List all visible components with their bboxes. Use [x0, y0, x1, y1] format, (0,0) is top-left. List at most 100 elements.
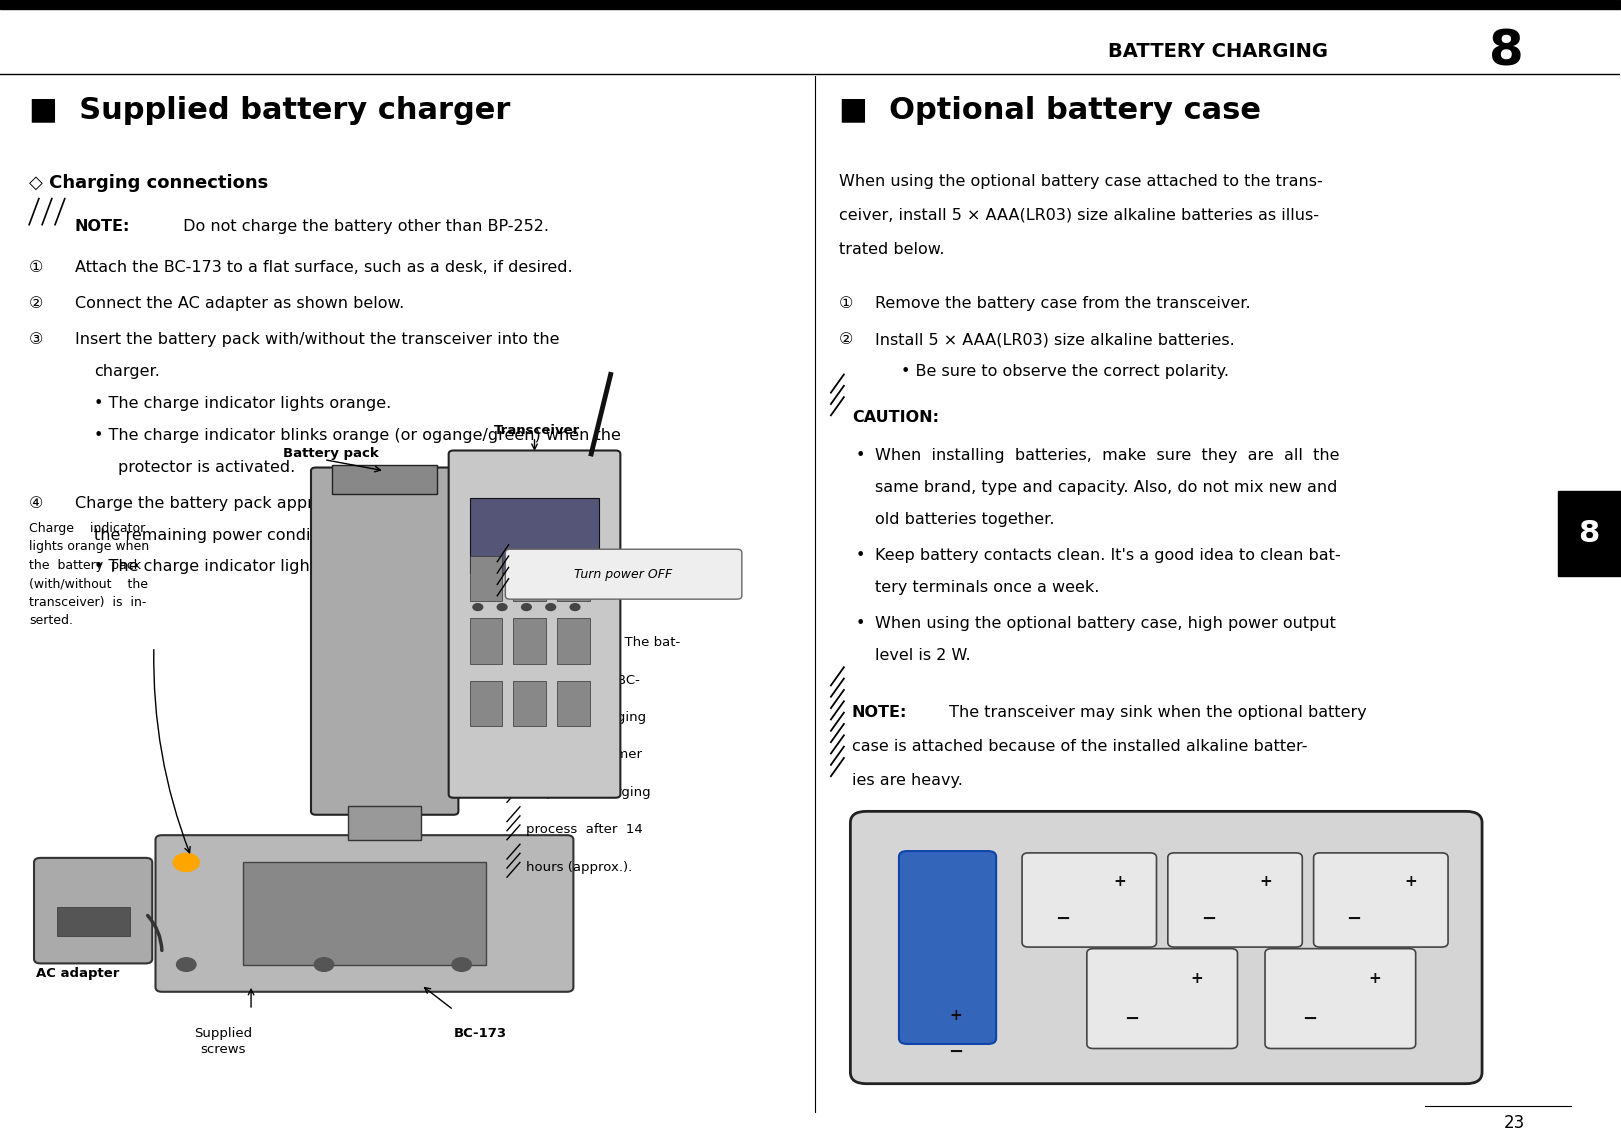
Bar	[558, 681, 590, 727]
FancyBboxPatch shape	[1313, 853, 1448, 947]
Text: Turn power OFF: Turn power OFF	[574, 567, 673, 581]
Text: ◇ Charging connections: ◇ Charging connections	[29, 174, 269, 192]
Bar	[470, 498, 600, 573]
Text: BATTERY CHARGING: BATTERY CHARGING	[1109, 42, 1328, 60]
Text: •: •	[856, 548, 864, 563]
FancyBboxPatch shape	[506, 549, 742, 599]
Text: When  installing  batteries,  make  sure  they  are  all  the: When installing batteries, make sure the…	[875, 448, 1339, 463]
Text: +: +	[1405, 873, 1418, 889]
Text: +: +	[1260, 873, 1272, 889]
Text: ①: ①	[840, 296, 853, 312]
Text: • The charge indicator lights orange.: • The charge indicator lights orange.	[94, 396, 391, 412]
Bar	[470, 556, 503, 601]
Text: 23: 23	[1504, 1114, 1525, 1132]
Bar	[514, 681, 546, 727]
Text: Attach the BC-173 to a flat surface, such as a desk, if desired.: Attach the BC-173 to a flat surface, suc…	[75, 260, 572, 275]
Circle shape	[571, 604, 580, 611]
FancyBboxPatch shape	[34, 858, 152, 963]
Circle shape	[473, 604, 483, 611]
Text: Connect the AC adapter as shown below.: Connect the AC adapter as shown below.	[75, 296, 404, 312]
Bar	[514, 556, 546, 601]
Text: •: •	[856, 448, 864, 463]
FancyBboxPatch shape	[1264, 948, 1415, 1048]
Text: tery charger, BC-: tery charger, BC-	[527, 673, 640, 687]
Text: protector is activated.: protector is activated.	[118, 459, 295, 474]
Text: −: −	[1347, 910, 1362, 928]
FancyBboxPatch shape	[156, 836, 574, 991]
Text: Remove the battery case from the transceiver.: Remove the battery case from the transce…	[875, 296, 1250, 312]
Bar	[243, 863, 486, 964]
Text: Keep battery contacts clean. It's a good idea to clean bat-: Keep battery contacts clean. It's a good…	[875, 548, 1341, 563]
Text: stops the charging: stops the charging	[527, 786, 652, 799]
Text: Supplied
screws: Supplied screws	[195, 1027, 253, 1056]
Bar	[57, 907, 130, 936]
Text: AC adapter: AC adapter	[36, 966, 118, 980]
Text: When using the optional battery case, high power output: When using the optional battery case, hi…	[875, 616, 1336, 631]
FancyBboxPatch shape	[1086, 948, 1237, 1048]
Text: −: −	[1055, 910, 1070, 928]
Text: ies are heavy.: ies are heavy.	[853, 773, 963, 788]
Text: the remaining power condition.: the remaining power condition.	[94, 528, 347, 542]
Text: −: −	[1125, 1010, 1140, 1028]
Text: The transceiver may sink when the optional battery: The transceiver may sink when the option…	[945, 705, 1367, 720]
Text: timer.  The  timer: timer. The timer	[527, 748, 642, 762]
Text: NOTE:: NOTE:	[527, 636, 572, 649]
Text: When using the optional battery case attached to the trans-: When using the optional battery case att…	[840, 174, 1323, 189]
Text: ceiver, install 5 × AAA(LR03) size alkaline batteries as illus-: ceiver, install 5 × AAA(LR03) size alkal…	[840, 208, 1319, 223]
Text: +: +	[1190, 971, 1203, 986]
FancyBboxPatch shape	[851, 812, 1482, 1084]
Text: ■  Optional battery case: ■ Optional battery case	[840, 97, 1261, 125]
Text: ③: ③	[29, 332, 44, 348]
Text: same brand, type and capacity. Also, do not mix new and: same brand, type and capacity. Also, do …	[875, 480, 1337, 495]
FancyBboxPatch shape	[311, 467, 459, 815]
Text: 173, has charging: 173, has charging	[527, 711, 647, 724]
Bar	[558, 556, 590, 601]
Text: 8: 8	[1579, 518, 1600, 548]
Text: trated below.: trated below.	[840, 242, 945, 257]
Text: Charge the battery pack approx. 10 hours, depending on: Charge the battery pack approx. 10 hours…	[75, 496, 533, 511]
Text: •: •	[856, 616, 864, 631]
FancyBboxPatch shape	[1023, 853, 1156, 947]
Bar	[349, 806, 421, 840]
Text: ■  Supplied battery charger: ■ Supplied battery charger	[29, 97, 511, 125]
Text: −: −	[948, 1043, 963, 1061]
Text: Transceiver: Transceiver	[494, 424, 580, 437]
FancyBboxPatch shape	[449, 450, 621, 798]
Text: charger.: charger.	[94, 364, 160, 380]
Text: 8: 8	[1490, 27, 1524, 75]
Text: Battery pack: Battery pack	[284, 447, 379, 459]
Circle shape	[177, 957, 196, 971]
Text: +: +	[1114, 873, 1127, 889]
FancyBboxPatch shape	[1167, 853, 1302, 947]
Text: ④: ④	[29, 496, 44, 511]
Text: Charge    indicator
lights orange when
the  battery  pack
(with/without    the
t: Charge indicator lights orange when the …	[29, 522, 149, 628]
Circle shape	[522, 604, 532, 611]
Text: hours (approx.).: hours (approx.).	[527, 861, 632, 873]
Text: process  after  14: process after 14	[527, 823, 644, 837]
Text: CAUTION:: CAUTION:	[853, 409, 939, 424]
Text: NOTE:: NOTE:	[853, 705, 908, 720]
Circle shape	[546, 604, 556, 611]
Bar	[514, 619, 546, 664]
Bar	[0, 0, 1619, 9]
Text: Install 5 × AAA(LR03) size alkaline batteries.: Install 5 × AAA(LR03) size alkaline batt…	[875, 332, 1235, 348]
Circle shape	[498, 604, 507, 611]
Bar	[1558, 491, 1621, 575]
Text: level is 2 W.: level is 2 W.	[875, 648, 971, 663]
Text: Insert the battery pack with/without the transceiver into the: Insert the battery pack with/without the…	[75, 332, 559, 348]
Bar	[332, 465, 438, 493]
Text: ②: ②	[840, 332, 853, 348]
Text: BC-173: BC-173	[454, 1027, 507, 1040]
Circle shape	[452, 957, 472, 971]
Text: −: −	[1201, 910, 1216, 928]
Text: NOTE:: NOTE:	[75, 219, 130, 234]
Text: Do not charge the battery other than BP-252.: Do not charge the battery other than BP-…	[178, 219, 550, 234]
FancyBboxPatch shape	[900, 852, 997, 1044]
Bar	[558, 619, 590, 664]
Text: −: −	[1303, 1010, 1318, 1028]
Text: ①: ①	[29, 260, 44, 275]
Text: tery terminals once a week.: tery terminals once a week.	[875, 580, 1099, 595]
Text: • Be sure to observe the correct polarity.: • Be sure to observe the correct polarit…	[901, 364, 1229, 380]
Text: old batteries together.: old batteries together.	[875, 512, 1054, 526]
Text: ②: ②	[29, 296, 44, 312]
